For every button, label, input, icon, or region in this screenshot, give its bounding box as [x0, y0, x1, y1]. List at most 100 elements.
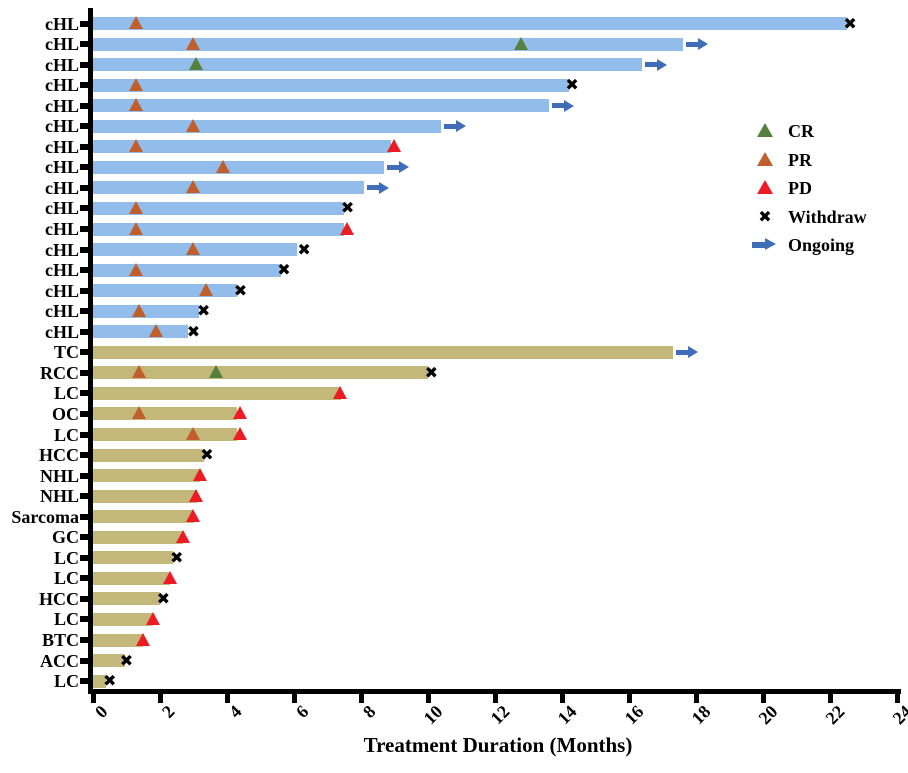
- treatment-bar: [93, 551, 174, 565]
- y-tick: [80, 184, 88, 191]
- treatment-bar: [93, 674, 107, 688]
- x-tick: [894, 694, 900, 703]
- treatment-bar: [93, 407, 238, 421]
- cr-legend-icon: [757, 123, 773, 137]
- y-tick: [80, 226, 88, 232]
- treatment-bar: [93, 263, 281, 277]
- pd-marker: [192, 468, 207, 482]
- legend-label: Ongoing: [788, 235, 855, 255]
- row-label: OC: [52, 403, 79, 424]
- y-tick: [80, 246, 88, 253]
- x-tick-label: 0: [90, 701, 112, 722]
- y-tick: [80, 369, 88, 376]
- ongoing-legend-icon-shaft: [752, 242, 766, 248]
- row-label: HCC: [39, 445, 79, 466]
- pr-marker: [129, 77, 144, 91]
- pd-marker: [189, 488, 204, 502]
- ongoing-arrow-head: [697, 38, 708, 51]
- ongoing-arrow-head: [456, 120, 467, 133]
- y-tick: [80, 472, 88, 479]
- treatment-bar: [93, 140, 392, 154]
- withdraw-marker: ✖: [233, 280, 248, 300]
- x-tick: [827, 694, 833, 703]
- pr-marker: [216, 159, 231, 173]
- treatment-bar: [93, 530, 184, 544]
- row-label: LC: [53, 424, 79, 445]
- row-label: cHL: [45, 321, 79, 342]
- withdraw-marker: ✖: [156, 588, 171, 608]
- y-tick: [80, 637, 88, 643]
- ongoing-arrow-head: [379, 181, 390, 194]
- row-label: cHL: [45, 260, 79, 281]
- pr-marker: [186, 180, 200, 194]
- cr-marker: [189, 57, 204, 71]
- treatment-bar: [93, 633, 144, 647]
- y-tick: [80, 493, 88, 500]
- x-tick: [90, 694, 96, 703]
- pd-marker: [232, 406, 247, 420]
- treatment-bar: [93, 222, 345, 236]
- withdraw-marker: ✖: [200, 445, 214, 465]
- x-tick: [492, 694, 498, 703]
- y-tick: [80, 349, 88, 356]
- withdraw-legend-icon: ✖: [758, 206, 772, 226]
- y-tick: [80, 20, 88, 27]
- pd-marker: [333, 385, 348, 399]
- withdraw-marker: ✖: [277, 260, 291, 280]
- y-tick: [80, 308, 88, 315]
- row-label: NHL: [39, 486, 79, 507]
- y-tick: [80, 205, 88, 212]
- pd-marker: [162, 570, 177, 584]
- treatment-bar: [93, 78, 569, 92]
- y-tick: [80, 595, 88, 602]
- row-label: BTC: [41, 630, 79, 650]
- y-tick: [80, 267, 88, 274]
- pr-marker: [186, 427, 200, 440]
- row-label: cHL: [45, 95, 79, 116]
- treatment-bar: [93, 325, 189, 339]
- x-tick: [626, 694, 632, 703]
- y-tick: [80, 102, 88, 109]
- treatment-bar: [93, 510, 194, 524]
- y-tick: [80, 452, 88, 459]
- row-label: Sarcoma: [11, 506, 79, 527]
- withdraw-marker: ✖: [565, 75, 579, 95]
- y-tick: [80, 390, 88, 397]
- withdraw-marker: ✖: [843, 13, 857, 33]
- treatment-bar: [93, 181, 365, 195]
- row-label: cHL: [45, 198, 79, 219]
- treatment-bar: [93, 654, 125, 668]
- treatment-bar: [93, 284, 238, 298]
- row-label: cHL: [45, 301, 79, 322]
- ongoing-arrow-head: [399, 161, 410, 174]
- row-label: LC: [53, 547, 79, 568]
- pd-marker: [340, 221, 355, 235]
- x-tick: [358, 694, 364, 703]
- pd-marker: [186, 509, 200, 523]
- y-tick: [80, 61, 88, 68]
- pr-marker: [132, 365, 147, 379]
- x-tick: [425, 694, 431, 703]
- row-label: LC: [53, 383, 79, 404]
- row-label: cHL: [45, 239, 79, 260]
- y-tick: [80, 287, 88, 294]
- x-tick: [224, 694, 230, 703]
- ongoing-arrow-shaft: [685, 41, 698, 47]
- ongoing-arrow-shaft: [675, 349, 688, 355]
- ongoing-arrow-shaft: [645, 62, 658, 68]
- pd-marker: [232, 427, 247, 440]
- treatment-bar: [93, 571, 171, 585]
- withdraw-marker: ✖: [186, 321, 201, 341]
- row-label: cHL: [45, 54, 79, 75]
- pr-marker: [132, 406, 147, 420]
- ongoing-arrow-shaft: [551, 103, 564, 109]
- treatment-bar: [93, 58, 643, 72]
- withdraw-marker: ✖: [424, 362, 439, 382]
- y-axis-spine: [88, 8, 93, 694]
- pr-legend-icon: [757, 151, 773, 166]
- x-tick-label: 2: [157, 701, 179, 722]
- row-label: cHL: [45, 280, 79, 301]
- legend-label: PD: [788, 178, 812, 198]
- row-label: cHL: [45, 219, 79, 239]
